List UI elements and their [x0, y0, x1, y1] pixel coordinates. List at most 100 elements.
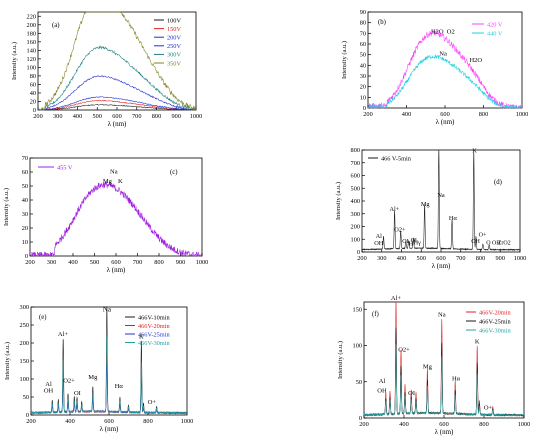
x-tick-label: 300 [47, 259, 56, 266]
panel-label: (b) [378, 19, 386, 26]
x-tick-label: 200 [359, 421, 368, 428]
series-line [37, 45, 197, 111]
x-axis-label: λ (nm) [435, 428, 454, 436]
x-tick-label: 500 [417, 255, 426, 262]
y-tick-label: 20 [30, 98, 36, 105]
peak-annotation: Mg [423, 364, 433, 371]
x-tick-label: 200 [357, 255, 366, 262]
peak-annotation: Hα [115, 383, 124, 390]
x-tick-label: 800 [143, 418, 152, 425]
y-tick-label: 500 [351, 185, 360, 192]
peak-annotation: OH [377, 388, 387, 395]
x-tick-label: 900 [496, 255, 505, 262]
x-tick-label: 200 [33, 113, 42, 120]
peak-annotation: Al+ [391, 295, 402, 302]
peak-annotation: OI [402, 239, 408, 245]
y-tick-label: 250 [20, 322, 29, 329]
peak-annotation: O+ [479, 233, 487, 239]
peak-annotation: K [475, 338, 480, 345]
x-tick-label: 400 [68, 259, 77, 266]
peak-annotation: Na [110, 168, 118, 175]
y-tick-label: 70 [22, 155, 28, 162]
y-tick-label: 200 [20, 340, 29, 347]
x-tick-label: 800 [479, 111, 488, 118]
y-tick-label: 0 [357, 249, 360, 256]
peak-annotation: OI [74, 390, 81, 397]
x-tick-label: 700 [132, 113, 141, 120]
peak-annotation: O2+ [63, 378, 75, 385]
legend: 420 V 440 V [472, 21, 503, 37]
x-tick-label: 900 [172, 113, 181, 120]
y-tick-label: 0 [25, 253, 28, 260]
x-axis-label: λ (nm) [436, 118, 455, 126]
y-tick-label: 200 [351, 224, 360, 231]
y-tick-label: 60 [22, 169, 28, 176]
y-tick-label: 100 [27, 64, 36, 71]
peak-annotation: OH [44, 388, 54, 395]
legend-entry: 466V-20min [138, 323, 170, 330]
legend-entry: 466V-20min [479, 309, 511, 316]
y-tick-label: 300 [351, 211, 360, 218]
y-tick-label: 80 [30, 73, 36, 80]
x-tick-label: 800 [154, 259, 163, 266]
x-tick-label: 400 [73, 113, 82, 120]
x-tick-label: 1000 [181, 418, 194, 425]
legend-entry: 420 V [487, 21, 503, 28]
y-tick-label: 60 [360, 41, 366, 48]
peak-annotation: OI [411, 238, 417, 244]
series-line [37, 11, 197, 111]
y-tick-label: 160 [27, 39, 36, 46]
x-tick-label: 1000 [190, 113, 203, 120]
y-tick-label: 150 [353, 306, 362, 313]
y-tick-label: 90 [360, 9, 366, 16]
x-tick-label: 500 [93, 113, 102, 120]
peak-annotation: K [139, 334, 144, 341]
peak-annotation: H2O [431, 28, 444, 35]
y-tick-label: 50 [23, 394, 29, 401]
peak-annotation: Al+ [389, 206, 399, 213]
peak-annotation: O+ [484, 404, 493, 411]
x-axis-label: λ (nm) [107, 266, 126, 274]
y-axis-label: Intensity (a.u.) [337, 341, 344, 379]
y-axis-label: Intensity (a.u.) [4, 342, 11, 380]
x-tick-label: 200 [363, 111, 372, 118]
panel-label: (c) [170, 169, 178, 176]
legend-entry: 466V-10min [138, 314, 170, 321]
series-line [30, 363, 188, 415]
peak-annotation: Al [379, 378, 386, 385]
peak-annotation: K [118, 178, 123, 185]
x-tick-label: 200 [25, 259, 34, 266]
peak-annotation: O2+ [394, 227, 406, 234]
x-tick-label: 400 [402, 111, 411, 118]
y-tick-label: 120 [27, 56, 36, 63]
x-axis-label: λ (nm) [100, 425, 119, 433]
legend-entry: 466V-25min [138, 331, 170, 338]
y-axis-label: Intensity (a.u.) [341, 41, 348, 79]
x-tick-label: 500 [90, 259, 99, 266]
x-tick-label: 800 [152, 113, 161, 120]
x-tick-label: 600 [111, 259, 120, 266]
series-line [37, 99, 197, 111]
panel-label: (f) [372, 311, 379, 318]
series-line [367, 29, 523, 109]
x-tick-label: 400 [399, 421, 408, 428]
plot-frame [361, 149, 521, 253]
peak-annotation: O2 [447, 28, 455, 35]
y-tick-label: 30 [360, 73, 366, 80]
peak-annotation: Hα [449, 215, 458, 222]
y-tick-label: 100 [353, 343, 362, 350]
y-tick-label: 50 [22, 183, 28, 190]
series-line [30, 352, 188, 415]
peak-annotation: Mg [421, 201, 431, 208]
legend: 466V-20min 466V-25min 466V-30min [466, 309, 511, 334]
peak-annotation: OH [374, 240, 384, 247]
y-tick-label: 150 [20, 358, 29, 365]
y-tick-label: 700 [351, 160, 360, 167]
x-tick-label: 300 [53, 113, 62, 120]
y-tick-label: 220 [27, 13, 36, 20]
series-line [37, 104, 197, 111]
